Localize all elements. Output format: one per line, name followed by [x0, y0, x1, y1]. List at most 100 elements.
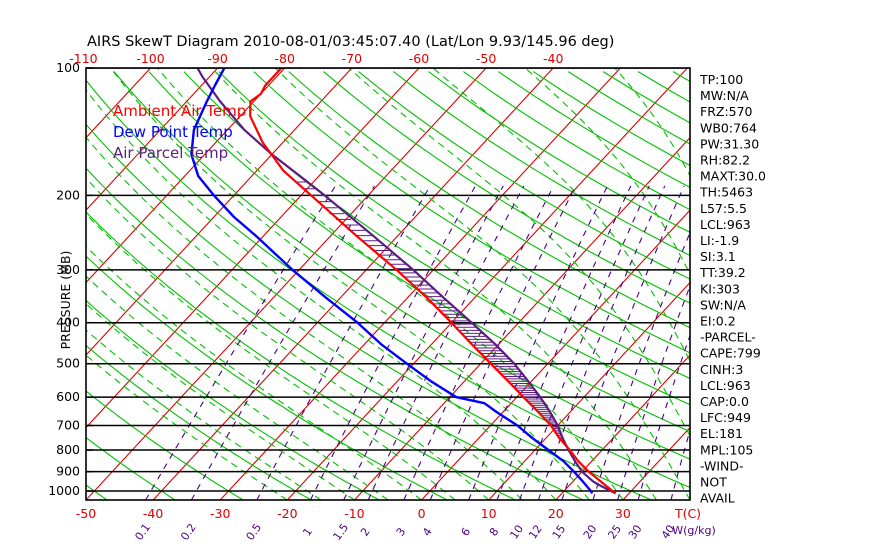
pressure-tick-label: 200 — [56, 187, 80, 202]
moist-adiabat-line — [86, 245, 422, 500]
stat-line-15: SW:N/A — [700, 297, 746, 312]
ambient-temp-curve — [249, 68, 617, 495]
stat-line-3: FRZ:570 — [700, 104, 753, 119]
top-temp-tick-label: -70 — [342, 51, 362, 66]
legend-item-2: Dew Point Temp — [113, 123, 233, 141]
pressure-tick-label: 300 — [56, 262, 80, 277]
top-temp-tick-label: -110 — [69, 51, 97, 66]
moist-adiabat-line — [86, 136, 523, 500]
grid-layer — [86, 68, 690, 500]
mixing-ratio-line — [561, 185, 685, 500]
dry-adiabat-line — [497, 71, 690, 189]
top-temp-tick-label: -100 — [136, 51, 164, 66]
bottom-temp-tick-label: -10 — [344, 506, 364, 521]
pressure-tick-label: 600 — [56, 389, 80, 404]
dry-adiabat-line — [183, 71, 690, 406]
stat-line-14: KI:303 — [700, 281, 740, 296]
moist-adiabat-line — [211, 68, 657, 500]
stat-line-22: LFC:949 — [700, 410, 751, 425]
dry-adiabat-line — [532, 71, 690, 167]
legend-item-3: Air Parcel Temp — [113, 144, 228, 162]
isotherm-line — [555, 354, 690, 500]
isotherm-line — [86, 68, 420, 429]
mixing-ratio-line — [670, 428, 690, 500]
stat-line-11: LI:-1.9 — [700, 233, 739, 248]
moist-adiabat-line — [86, 89, 557, 500]
dry-adiabat-line — [113, 71, 690, 460]
dry-adiabat-line — [323, 71, 690, 304]
moist-adiabat-line — [156, 68, 624, 500]
bottom-temp-tick-label: 20 — [548, 506, 564, 521]
dry-adiabat-line — [288, 71, 690, 329]
mixing-ratio-line — [519, 185, 650, 500]
moist-adiabat-line — [432, 68, 690, 363]
pressure-axis-title: PRESSURE (MB) — [58, 251, 73, 350]
bottom-temp-tick-label: 0 — [418, 506, 426, 521]
moist-adiabat-line — [86, 275, 389, 500]
stat-line-27: AVAIL — [700, 491, 735, 506]
pressure-tick-label: 500 — [56, 356, 80, 371]
stat-line-19: CINH:3 — [700, 362, 743, 377]
stat-line-13: TT:39.2 — [699, 265, 746, 280]
dry-adiabat-line — [253, 71, 690, 354]
dry-adiabat-line — [463, 71, 690, 211]
legend-item-1: Ambient Air Temp — [113, 102, 246, 120]
isotherm-line — [286, 68, 688, 500]
dry-adiabat-line — [148, 71, 690, 433]
dry-adiabat-line — [86, 299, 380, 500]
top-temp-tick-label: -80 — [275, 51, 295, 66]
mixing-ratio-line — [537, 185, 666, 500]
stat-line-24: MPL:105 — [700, 442, 753, 457]
mixing-ratio-line — [617, 284, 690, 500]
mixing-ratio-line — [190, 185, 375, 500]
mixing-ratio-line — [367, 185, 525, 500]
stat-line-8: TH:5463 — [699, 185, 753, 200]
temperature-axis-title: T(C) — [674, 506, 701, 521]
dew-point-curve — [190, 68, 594, 494]
moist-adiabat-line — [110, 68, 590, 500]
stat-line-25: -WIND- — [700, 458, 744, 473]
dry-adiabat-line — [86, 123, 652, 500]
mixing-ratio-line — [256, 185, 431, 500]
stat-line-6: RH:82.2 — [700, 153, 750, 168]
bottom-temp-tick-label: -40 — [143, 506, 163, 521]
top-temp-tick-label: -90 — [207, 51, 227, 66]
isotherm-line — [152, 68, 554, 500]
stat-line-5: PW:31.30 — [700, 136, 759, 151]
stat-line-1: TP:100 — [699, 72, 743, 87]
bottom-temp-tick-label: 30 — [615, 506, 631, 521]
dry-adiabat-line — [86, 344, 312, 500]
bottom-temp-tick-label: 10 — [481, 506, 497, 521]
pressure-tick-label: 700 — [56, 418, 80, 433]
stat-line-23: EL:181 — [700, 426, 743, 441]
stat-line-2: MW:N/A — [700, 88, 749, 103]
axis-labels-layer: 1002003004005006007008009001000PRESSURE … — [48, 51, 716, 543]
dry-adiabat-line — [86, 79, 690, 489]
dry-adiabat-line — [86, 211, 516, 500]
top-temp-tick-label: -50 — [476, 51, 496, 66]
moist-adiabat-line — [86, 329, 322, 500]
mixing-ratio-line — [429, 185, 576, 500]
mixing-ratio-line — [468, 185, 608, 500]
dry-adiabat-line — [428, 71, 690, 234]
bottom-temp-tick-label: -30 — [210, 506, 230, 521]
bottom-temp-tick-label: -20 — [277, 506, 297, 521]
pressure-tick-label: 900 — [56, 464, 80, 479]
mixing-ratio-axis-title: W(g/kg) — [672, 524, 716, 537]
moist-adiabat-line — [348, 68, 690, 438]
pressure-tick-label: 1000 — [48, 483, 80, 498]
mixing-ratio-line — [403, 185, 555, 500]
dry-adiabat-line — [218, 71, 690, 380]
dry-adiabat-line — [86, 167, 584, 500]
legend-layer: Ambient Air Temp Dew Point Temp Air Parcel… — [113, 102, 246, 162]
isotherm-line — [86, 68, 487, 500]
stat-line-10: LCL:963 — [700, 217, 751, 232]
stat-line-21: CAP:0.0 — [700, 394, 749, 409]
stat-line-20: LCL:963 — [700, 378, 751, 393]
stat-line-17: -PARCEL- — [700, 330, 756, 345]
top-temp-tick-label: -40 — [543, 51, 563, 66]
mixing-ratio-line — [145, 185, 336, 500]
dry-adiabat-line — [86, 390, 244, 500]
